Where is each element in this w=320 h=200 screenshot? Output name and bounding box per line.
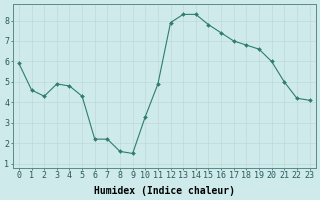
X-axis label: Humidex (Indice chaleur): Humidex (Indice chaleur) xyxy=(94,186,235,196)
